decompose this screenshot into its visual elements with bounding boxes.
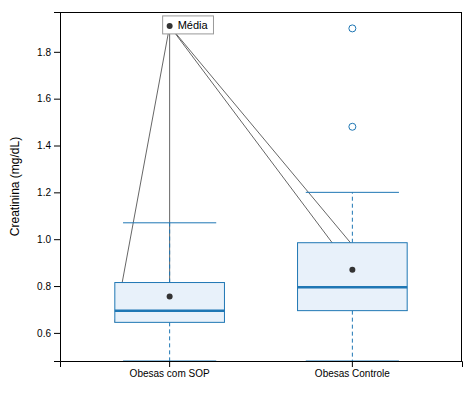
legend-leader (169, 26, 170, 297)
plot-frame (60, 12, 462, 13)
median (298, 286, 408, 289)
whisker-low (352, 311, 353, 361)
y-tick-label: 1.0 (37, 234, 51, 245)
plot-frame (461, 12, 462, 361)
mean (349, 267, 355, 273)
y-tick: 1.8 (37, 47, 60, 58)
whisker-high (352, 192, 353, 242)
whisker-high (169, 223, 170, 283)
outlier (349, 25, 356, 32)
y-tick-label: 1.8 (37, 47, 51, 58)
plot: 0.60.81.01.21.41.61.8Obesas com SOPObesa… (37, 12, 462, 379)
whisker-cap-high (306, 192, 399, 193)
legend-leaders (115, 26, 407, 322)
x-tick-mark (169, 361, 170, 367)
x-tick: Obesas com SOP (130, 361, 210, 379)
y-tick-label: 1.2 (37, 187, 51, 198)
y-tick: 1.2 (37, 187, 60, 198)
legend-marker (167, 23, 173, 29)
x-tick-label: Obesas com SOP (130, 368, 210, 379)
y-tick-mark (54, 52, 60, 53)
x-axis-line (61, 362, 463, 368)
y-axis-title: Creatinina (mg/dL) (8, 137, 22, 236)
whisker-low (169, 322, 170, 361)
x-tick-mark (352, 361, 353, 367)
legend: Média (163, 16, 214, 34)
y-tick: 1.4 (37, 140, 60, 151)
y-tick-label: 1.4 (37, 140, 51, 151)
y-tick: 1.6 (37, 93, 60, 104)
outlier (349, 123, 356, 130)
y-tick: 1.0 (37, 234, 60, 245)
y-tick-label: 1.6 (37, 93, 51, 104)
y-tick-label: 0.6 (37, 328, 51, 339)
y-tick: 0.8 (37, 281, 60, 292)
y-tick-label: 0.8 (37, 281, 51, 292)
x-axis: Obesas com SOP Obesas Controle (61, 361, 463, 379)
y-tick-mark (54, 286, 60, 287)
box-group (298, 25, 408, 361)
legend-label: Média (178, 19, 209, 31)
y-axis: 0.6 0.8 1.0 1.2 1.4 1.6 1.8 (37, 13, 60, 362)
whisker-cap-low (306, 361, 399, 362)
y-axis-line (54, 13, 61, 362)
median (115, 309, 225, 312)
y-tick: 0.6 (37, 328, 60, 339)
marks (115, 25, 407, 361)
legend-box (163, 16, 214, 34)
y-tick-mark (54, 239, 60, 240)
y-tick-mark (54, 192, 60, 193)
legend-leader (115, 26, 170, 322)
box (115, 283, 225, 323)
x-tick: Obesas Controle (315, 361, 390, 379)
box (298, 243, 408, 311)
whisker-cap-low (123, 361, 216, 362)
y-tick-mark (54, 146, 60, 147)
x-tick-label: Obesas Controle (315, 368, 390, 379)
mean (167, 294, 173, 300)
whisker-cap-high (123, 222, 216, 223)
legend-leader (170, 26, 408, 311)
y-tick-mark (54, 99, 60, 100)
chart: 0.60.81.01.21.41.61.8Obesas com SOPObesa… (0, 0, 476, 397)
legend-leader (170, 26, 353, 270)
box-group (115, 223, 225, 361)
y-tick-mark (54, 333, 60, 334)
